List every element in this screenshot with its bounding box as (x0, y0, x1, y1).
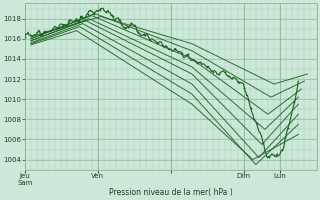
X-axis label: Pression niveau de la mer( hPa ): Pression niveau de la mer( hPa ) (109, 188, 233, 197)
